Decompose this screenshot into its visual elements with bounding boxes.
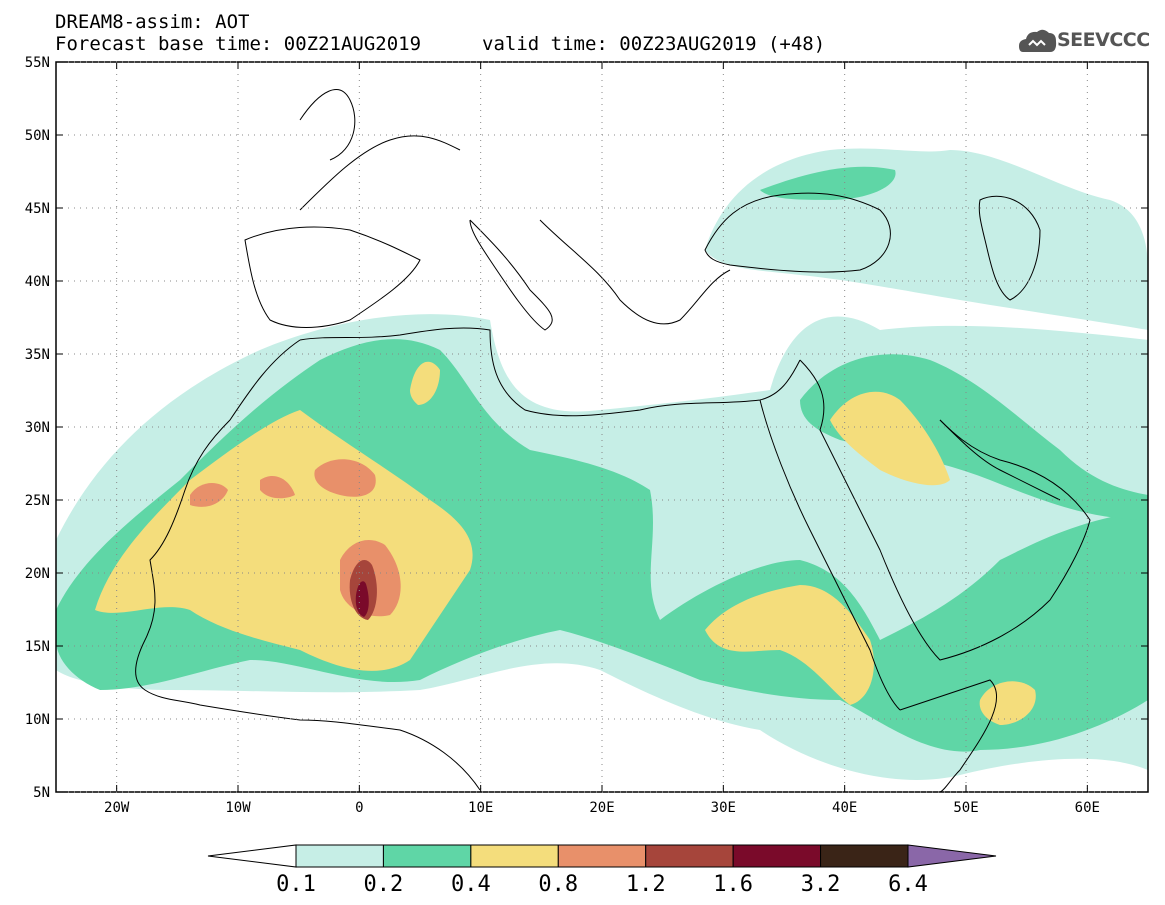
colorbar-min-triangle (207, 844, 297, 868)
coast-red-sea (759, 399, 901, 711)
lat-tick-label: 50N (25, 128, 50, 144)
colorbar-box (557, 844, 647, 868)
lon-tick-label: 0 (355, 800, 363, 816)
coast-horn-africa (899, 679, 997, 792)
colorbar-max-triangle (907, 844, 997, 868)
coast-italy (469, 219, 553, 331)
aot-level-0.1 (705, 148, 1148, 330)
aot-field (56, 148, 1148, 780)
coast-arabia (799, 359, 1091, 661)
coast-north-africa (299, 327, 801, 417)
aot-level-0.8 (190, 483, 228, 507)
lat-tick-label: 10N (25, 712, 50, 728)
lon-tick-label: 60E (1075, 800, 1100, 816)
colorbar-label: 1.2 (626, 872, 666, 897)
colorbar-label: 0.8 (538, 872, 578, 897)
aot-level-0.4 (979, 681, 1036, 725)
coast-caspian (978, 195, 1041, 301)
lon-tick-label: 30E (711, 800, 736, 816)
colorbar-box (382, 844, 472, 868)
lon-tick-label: 10W (225, 800, 251, 816)
coast-france-uk (299, 89, 461, 211)
colorbar: 0.1 0.2 0.4 0.8 1.2 1.6 3.2 6.4 (207, 844, 997, 897)
lat-tick-label: 20N (25, 566, 50, 582)
map-title: DREAM8-assim: AOT (55, 11, 250, 33)
valid-time: valid time: 00Z23AUG2019 (+48) (482, 33, 826, 55)
forecast-base-time: Forecast base time: 00Z21AUG2019 (55, 33, 422, 55)
coast-black-sea (704, 192, 891, 273)
coast-west-africa (135, 339, 481, 791)
graticule (56, 61, 1148, 793)
colorbar-box (820, 844, 909, 868)
lon-tick-label: 40E (832, 800, 857, 816)
coast-iberia (244, 226, 421, 328)
colorbar-box (295, 844, 384, 868)
coast-balkans-greece (539, 219, 731, 325)
cloud-logo-icon (1019, 29, 1057, 52)
aot-level-0.8 (314, 459, 376, 497)
aot-level-0.4 (830, 391, 950, 486)
lat-tick-label: 5N (33, 785, 50, 801)
logo-text: SEEVCCC (1057, 29, 1150, 51)
coast-persian-gulf (939, 419, 1061, 501)
lat-tick-label: 15N (25, 639, 50, 655)
colorbar-box (732, 844, 822, 868)
colorbar-label: 0.1 (276, 872, 316, 897)
lat-tick-label: 45N (25, 201, 50, 217)
longitude-labels: 20W 10W 0 10E 20E 30E 40E 50E 60E (104, 800, 1100, 816)
lon-tick-label: 50E (953, 800, 978, 816)
aot-level-0.2 (760, 166, 896, 200)
colorbar-label: 3.2 (801, 872, 841, 897)
lat-tick-label: 25N (25, 493, 50, 509)
aot-level-0.8 (260, 475, 295, 499)
aot-level-0.4 (410, 361, 440, 405)
colorbar-box (645, 844, 734, 868)
lat-tick-label: 40N (25, 274, 50, 290)
colorbar-box (470, 844, 559, 868)
colorbar-label: 0.2 (364, 872, 404, 897)
colorbar-label: 0.4 (451, 872, 491, 897)
lat-tick-label: 35N (25, 347, 50, 363)
lat-tick-label: 55N (25, 55, 50, 71)
lat-tick-label: 30N (25, 420, 50, 436)
coastlines (135, 89, 1091, 792)
colorbar-label: 6.4 (888, 872, 928, 897)
latitude-labels: 5N 10N 15N 20N 25N 30N 35N 40N 45N 50N 55N (25, 55, 50, 801)
lon-tick-label: 20W (104, 800, 130, 816)
colorbar-label: 1.6 (713, 872, 753, 897)
lon-tick-label: 10E (468, 800, 493, 816)
aot-level-0.4 (705, 585, 874, 705)
lon-tick-label: 20E (589, 800, 614, 816)
